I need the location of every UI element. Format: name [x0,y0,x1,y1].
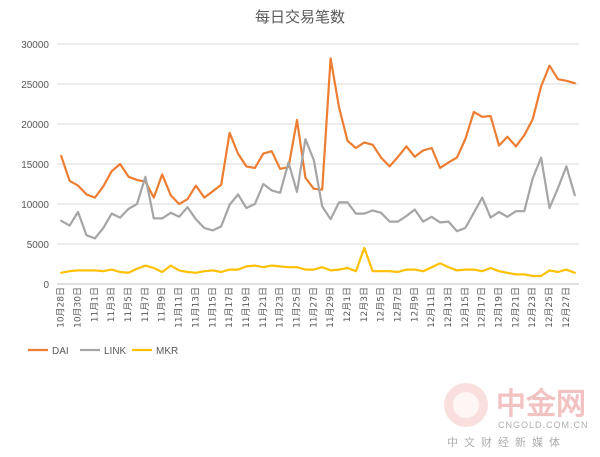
x-tick-label: 11月29日 [325,287,336,328]
x-tick-label: 11月17日 [224,287,235,328]
x-tick-label: 12月1日 [342,287,353,322]
x-tick-label: 11月5日 [123,287,134,322]
x-tick-label: 11月1日 [89,287,100,322]
y-tick-label: 25000 [21,80,49,91]
x-tick-label: 11月23日 [275,287,286,328]
x-tick-label: 11月13日 [190,287,201,328]
legend-label-link: LINK [104,346,127,357]
x-tick-label: 12月5日 [376,287,387,322]
y-axis-ticks: 0 5000 10000 15000 20000 25000 30000 [21,40,49,291]
y-tick-label: 30000 [21,40,49,51]
series-line-mkr [60,246,576,278]
x-tick-label: 11月27日 [308,287,319,328]
x-tick-label: 12月23日 [527,287,538,328]
y-tick-label: 10000 [21,200,49,211]
x-tick-label: 11月11日 [174,287,185,328]
x-tick-label: 12月27日 [561,287,572,328]
x-tick-label: 11月3日 [106,287,117,322]
y-tick-label: 5000 [27,240,50,251]
x-tick-label: 12月13日 [443,287,454,328]
y-tick-label: 20000 [21,120,49,131]
x-tick-label: 12月25日 [544,287,555,328]
watermark-brand: 中金网 [496,387,586,422]
x-tick-label: 10月28日 [56,287,67,328]
cngold-watermark: 中金网 CNGOLD.COM.CN 中文财经新媒体 [444,383,589,449]
cngold-logo-inner-icon [453,392,479,418]
watermark-url: CNGOLD.COM.CN [498,420,589,430]
x-tick-label: 12月15日 [460,287,471,328]
x-tick-label: 12月11日 [426,287,437,328]
x-tick-label: 10月30日 [73,287,84,328]
x-tick-label: 11月21日 [258,287,269,328]
x-tick-label: 12月7日 [392,287,403,322]
legend: DAI LINK MKR [28,346,178,357]
series-line-link [60,138,576,240]
x-tick-label: 11月9日 [157,287,168,322]
x-axis-ticks: 10月28日 10月30日 11月1日 11月3日 11月5日 11月7日 11月9日 11月… [56,287,572,328]
x-tick-label: 12月3日 [359,287,370,322]
legend-label-mkr: MKR [156,346,178,357]
x-tick-label: 12月21日 [510,287,521,328]
y-tick-label: 0 [43,280,49,291]
x-tick-label: 11月25日 [291,287,302,328]
chart-title: 每日交易笔数 [255,8,345,26]
x-tick-label: 11月15日 [207,287,218,328]
y-tick-label: 15000 [21,160,49,171]
x-tick-label: 11月19日 [241,287,252,328]
legend-label-dai: DAI [52,346,69,357]
x-tick-label: 12月19日 [494,287,505,328]
series-lines [60,57,576,278]
x-tick-label: 11月7日 [140,287,151,322]
x-tick-label: 12月17日 [477,287,488,328]
gridlines [57,43,579,285]
watermark-tagline: 中文财经新媒体 [447,435,566,449]
x-tick-label: 12月9日 [409,287,420,322]
